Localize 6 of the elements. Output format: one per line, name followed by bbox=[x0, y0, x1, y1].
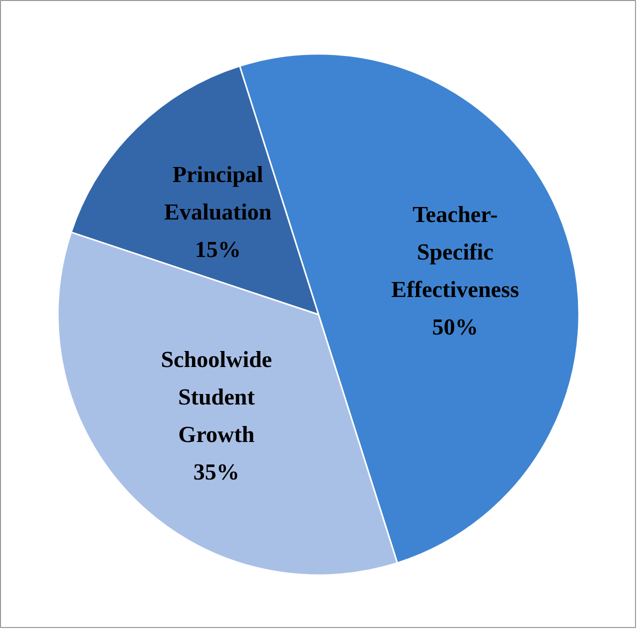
data-label: 15% bbox=[194, 237, 241, 262]
data-label: 50% bbox=[432, 314, 478, 340]
slice-label: Schoolwide Student Growth bbox=[160, 346, 272, 447]
data-label: 35% bbox=[193, 459, 240, 484]
slice-label: Principal Evaluation bbox=[164, 162, 272, 225]
slice-label: Teacher-Specific Effectiveness bbox=[391, 202, 520, 302]
